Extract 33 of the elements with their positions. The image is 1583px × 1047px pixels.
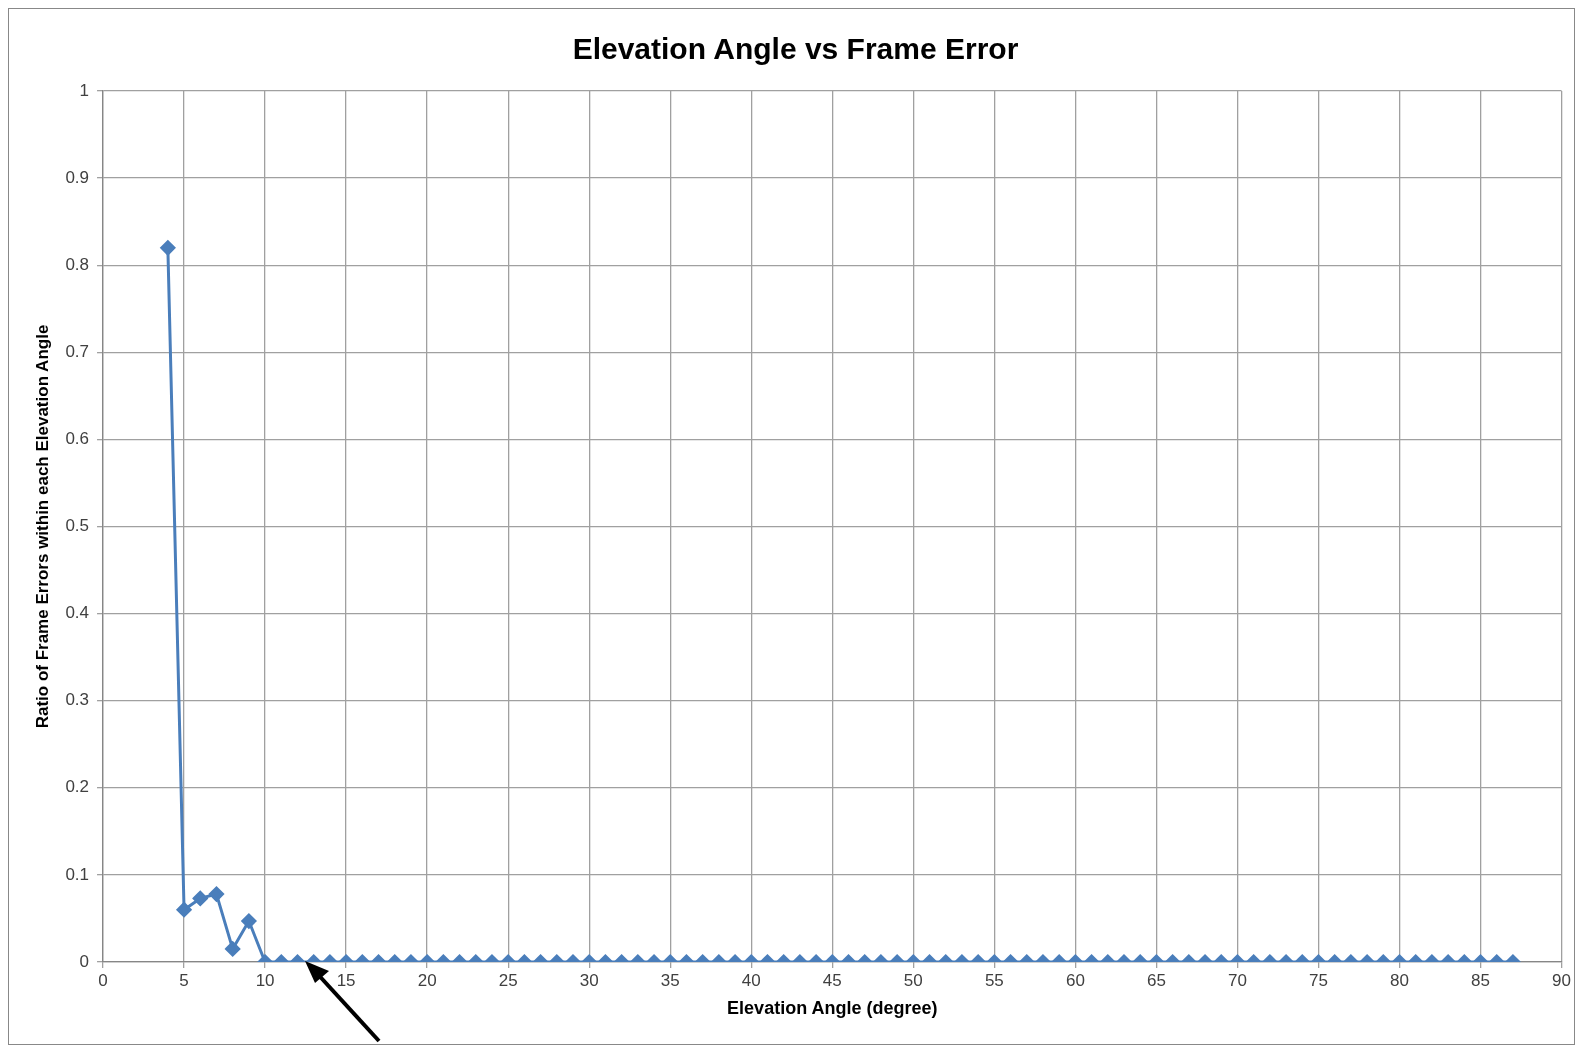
- y-tick-label: 0.7: [65, 341, 90, 361]
- x-tick-label: 35: [660, 970, 680, 990]
- y-tick-label: 1: [79, 80, 90, 100]
- y-tick-label: 0.1: [65, 864, 90, 884]
- x-tick-label: 50: [903, 970, 923, 990]
- x-axis-title: Elevation Angle (degree): [727, 998, 938, 1019]
- x-tick-label: 20: [417, 970, 437, 990]
- y-tick-label: 0.4: [65, 603, 90, 623]
- x-tick-label: 65: [1146, 970, 1166, 990]
- x-tick-label: 90: [1552, 970, 1572, 990]
- y-tick-label: 0.6: [65, 429, 90, 449]
- y-tick-label: 0.2: [65, 777, 90, 797]
- x-tick-label: 60: [1065, 970, 1085, 990]
- y-axis-title: Ratio of Frame Errors within each Elevation Angle: [32, 324, 52, 729]
- y-tick-label: 0.5: [65, 516, 90, 536]
- x-tick-label: 0: [98, 970, 108, 990]
- x-tick-label: 85: [1471, 970, 1490, 990]
- x-tick-label: 25: [498, 970, 518, 990]
- x-tick-label: 5: [179, 970, 189, 990]
- y-tick-label: 0: [79, 951, 90, 971]
- x-tick-label: 75: [1309, 970, 1328, 990]
- x-tick-label: 10: [255, 970, 275, 990]
- x-tick-label: 45: [822, 970, 842, 990]
- y-tick-label: 0.3: [65, 690, 90, 710]
- x-tick-label: 80: [1390, 970, 1409, 990]
- x-tick-label: 70: [1227, 970, 1247, 990]
- x-tick-label: 40: [741, 970, 761, 990]
- chart-title: Elevation Angle vs Frame Error: [572, 32, 1019, 66]
- y-tick-label: 0.9: [65, 167, 90, 187]
- y-tick-label: 0.8: [65, 254, 90, 274]
- x-tick-label: 15: [336, 970, 356, 990]
- x-tick-label: 55: [984, 970, 1004, 990]
- x-tick-label: 30: [579, 970, 599, 990]
